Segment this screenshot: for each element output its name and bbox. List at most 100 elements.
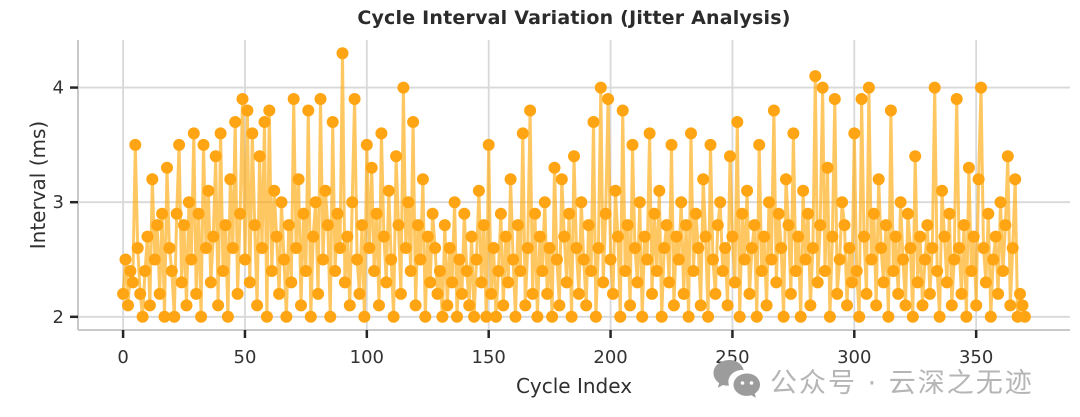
data-point-marker xyxy=(909,150,922,163)
data-point-marker xyxy=(180,299,193,312)
data-point-marker xyxy=(319,184,332,197)
data-point-marker xyxy=(302,104,315,117)
data-point-marker xyxy=(165,265,178,277)
data-point-marker xyxy=(385,253,398,266)
data-point-marker xyxy=(592,242,605,254)
data-point-marker xyxy=(1009,173,1022,186)
data-point-marker xyxy=(967,230,980,243)
data-point-marker xyxy=(653,184,666,197)
data-point-marker xyxy=(231,287,244,300)
y-tick-label: 3 xyxy=(53,192,64,213)
data-point-marker xyxy=(604,253,617,266)
data-point-marker xyxy=(453,253,466,266)
data-point-marker xyxy=(794,310,807,323)
data-point-marker xyxy=(158,310,171,323)
data-point-marker xyxy=(141,230,154,243)
data-point-marker xyxy=(1014,287,1026,300)
data-point-marker xyxy=(667,299,680,312)
data-point-marker xyxy=(945,299,958,312)
data-point-marker xyxy=(811,276,824,289)
data-point-marker xyxy=(443,242,456,254)
data-point-marker xyxy=(845,276,858,289)
data-point-marker xyxy=(548,161,561,174)
data-point-marker xyxy=(789,265,802,277)
data-point-marker xyxy=(736,207,749,220)
data-point-marker xyxy=(989,230,1002,243)
data-point-marker xyxy=(543,242,556,254)
data-point-marker xyxy=(134,287,147,300)
data-point-marker xyxy=(641,253,654,266)
data-point-marker xyxy=(524,104,537,117)
data-point-marker xyxy=(521,242,534,254)
data-point-marker xyxy=(370,207,383,220)
data-point-marker xyxy=(570,242,583,254)
data-point-marker xyxy=(626,138,639,151)
data-point-marker xyxy=(329,265,342,277)
data-point-marker xyxy=(407,116,420,128)
data-point-marker xyxy=(419,310,432,323)
data-point-marker xyxy=(787,127,800,140)
data-point-marker xyxy=(992,287,1005,300)
data-point-marker xyxy=(290,242,303,254)
data-point-marker xyxy=(665,138,678,151)
data-point-marker xyxy=(675,196,688,209)
data-point-marker xyxy=(536,265,549,277)
data-point-marker xyxy=(904,242,917,254)
data-point-marker xyxy=(187,127,200,140)
data-point-marker xyxy=(865,253,878,266)
data-point-marker xyxy=(441,299,454,312)
data-point-marker xyxy=(609,184,622,197)
data-point-marker xyxy=(970,299,983,312)
data-point-marker xyxy=(728,276,741,289)
data-point-marker xyxy=(212,299,225,312)
data-point-marker xyxy=(741,184,754,197)
data-point-marker xyxy=(802,207,814,220)
data-point-marker xyxy=(431,287,444,300)
data-point-marker xyxy=(765,253,778,266)
data-point-marker xyxy=(987,253,1000,266)
data-point-marker xyxy=(697,173,710,186)
data-point-marker xyxy=(919,253,931,266)
x-tick-label: 350 xyxy=(959,347,993,368)
data-point-marker xyxy=(582,219,595,232)
data-point-marker xyxy=(273,287,286,300)
data-point-marker xyxy=(258,116,271,128)
data-point-marker xyxy=(767,104,780,117)
data-point-marker xyxy=(185,253,198,266)
data-point-marker xyxy=(731,116,744,128)
data-point-marker xyxy=(958,219,970,232)
data-point-marker xyxy=(965,265,978,277)
data-point-marker xyxy=(862,81,875,94)
data-point-marker xyxy=(260,310,273,323)
data-point-marker xyxy=(755,265,768,277)
data-point-marker xyxy=(519,299,532,312)
data-point-marker xyxy=(704,138,717,151)
data-point-marker xyxy=(777,310,790,323)
data-point-marker xyxy=(253,150,266,163)
data-point-marker xyxy=(239,253,251,266)
data-point-marker xyxy=(373,299,385,312)
data-point-marker xyxy=(977,242,990,254)
data-point-marker xyxy=(412,219,424,232)
data-point-marker xyxy=(979,276,992,289)
data-point-marker xyxy=(709,287,722,300)
data-point-marker xyxy=(572,287,585,300)
data-point-marker xyxy=(404,265,417,277)
data-point-marker xyxy=(602,93,615,105)
data-point-marker xyxy=(926,242,939,254)
data-point-marker xyxy=(555,173,568,186)
data-point-marker xyxy=(809,70,822,83)
data-point-marker xyxy=(648,207,661,220)
data-point-marker xyxy=(936,184,948,197)
data-point-marker xyxy=(804,299,817,312)
data-point-marker xyxy=(680,219,693,232)
data-point-marker xyxy=(875,242,888,254)
data-point-marker xyxy=(200,242,212,254)
data-point-marker xyxy=(901,207,914,220)
data-point-marker xyxy=(938,230,951,243)
data-point-marker xyxy=(251,299,264,312)
data-point-marker xyxy=(229,116,242,128)
y-tick-label: 2 xyxy=(53,307,64,328)
data-point-marker xyxy=(236,93,249,105)
data-point-marker xyxy=(375,127,388,140)
